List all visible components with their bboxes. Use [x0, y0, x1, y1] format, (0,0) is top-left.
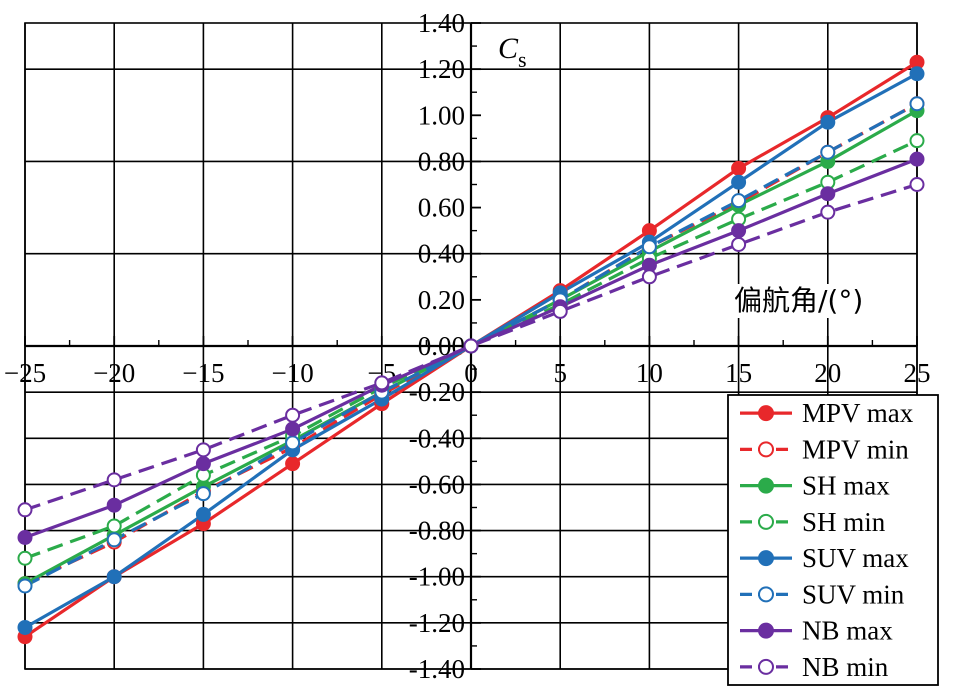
legend-marker	[758, 477, 774, 494]
data-point	[17, 578, 33, 594]
y-tick-label: -1.00	[409, 562, 465, 592]
legend-marker	[758, 658, 774, 675]
legend: MPV max MPV min SH max SH min SUV max SUV min…	[727, 394, 939, 686]
y-axis-label-main: C	[498, 32, 519, 65]
data-point	[17, 529, 33, 545]
y-tick-label: -0.20	[409, 377, 465, 407]
legend-marker	[758, 622, 774, 639]
x-tick-label: 25	[904, 358, 931, 388]
data-point	[552, 303, 568, 319]
x-axis-label-background	[728, 284, 896, 318]
data-point	[731, 174, 747, 190]
x-tick-label: −20	[93, 358, 135, 388]
data-point	[820, 114, 836, 130]
legend-marker	[758, 513, 774, 530]
data-point	[820, 186, 836, 202]
y-tick-label: 0.20	[418, 285, 465, 315]
y-tick-label: -1.20	[409, 608, 465, 638]
x-tick-label: −15	[182, 358, 224, 388]
legend-marker	[758, 550, 774, 567]
data-point	[195, 456, 211, 472]
y-tick-label: -1.40	[409, 654, 465, 684]
y-tick-label: 0.40	[418, 239, 465, 269]
legend-label: NB max	[802, 616, 893, 646]
x-tick-label: −10	[271, 358, 313, 388]
series-line-7	[24, 182, 918, 512]
data-point	[285, 435, 301, 451]
data-point	[820, 204, 836, 220]
x-axis-label: 偏航角/(°)	[734, 284, 863, 317]
legend-marker	[758, 405, 774, 422]
x-tick-label: 20	[814, 358, 841, 388]
legend-label: SUV max	[802, 543, 909, 573]
legend-marker	[758, 441, 774, 458]
x-tick-label: 10	[636, 358, 663, 388]
data-point	[820, 144, 836, 160]
y-axis-label-group: C s	[498, 32, 527, 72]
data-point	[641, 269, 657, 285]
data-point	[909, 151, 925, 167]
y-tick-label: 0.60	[418, 193, 465, 223]
legend-label: MPV max	[802, 398, 914, 428]
data-point	[731, 160, 747, 176]
data-point	[285, 456, 301, 472]
data-point	[195, 486, 211, 502]
data-point	[285, 421, 301, 437]
data-point	[106, 569, 122, 585]
data-point	[285, 407, 301, 423]
data-point	[374, 375, 390, 391]
y-tick-label: -0.60	[409, 469, 465, 499]
legend-label: MPV min	[802, 434, 909, 464]
data-point	[463, 338, 479, 354]
y-axis-label-subscript: s	[518, 47, 527, 72]
x-tick-label: 15	[725, 358, 752, 388]
data-point	[17, 502, 33, 518]
data-point	[731, 193, 747, 209]
series-layer	[17, 54, 925, 645]
x-tick-label: 5	[553, 358, 567, 388]
legend-marker	[758, 586, 774, 603]
data-point	[909, 66, 925, 82]
data-point	[106, 532, 122, 548]
data-point	[106, 497, 122, 513]
y-tick-label: 1.00	[418, 100, 465, 130]
data-point	[17, 619, 33, 635]
data-point	[106, 472, 122, 488]
y-tick-label: -0.40	[409, 423, 465, 453]
data-point	[909, 133, 925, 149]
y-tick-label: -0.80	[409, 516, 465, 546]
legend-label: SH min	[802, 507, 886, 537]
legend-label: SUV min	[802, 579, 905, 609]
x-tick-label: −25	[4, 358, 46, 388]
y-tick-label: 1.40	[418, 8, 465, 38]
x-axis-label-group: 偏航角/(°)	[728, 284, 896, 318]
data-point	[731, 223, 747, 239]
data-point	[106, 518, 122, 534]
data-point	[731, 236, 747, 252]
legend-label: SH max	[802, 471, 890, 501]
y-axis-label: C	[498, 32, 519, 65]
y-tick-label: 1.20	[418, 54, 465, 84]
y-tick-label: 0.00	[418, 331, 465, 361]
data-point	[641, 239, 657, 255]
data-point	[909, 177, 925, 192]
data-point	[909, 96, 925, 112]
y-tick-label: 0.80	[418, 146, 465, 176]
data-point	[17, 550, 33, 566]
x-tick-label: 0	[464, 358, 478, 388]
legend-label: NB min	[802, 652, 889, 682]
data-point	[195, 442, 211, 458]
data-point	[195, 506, 211, 522]
